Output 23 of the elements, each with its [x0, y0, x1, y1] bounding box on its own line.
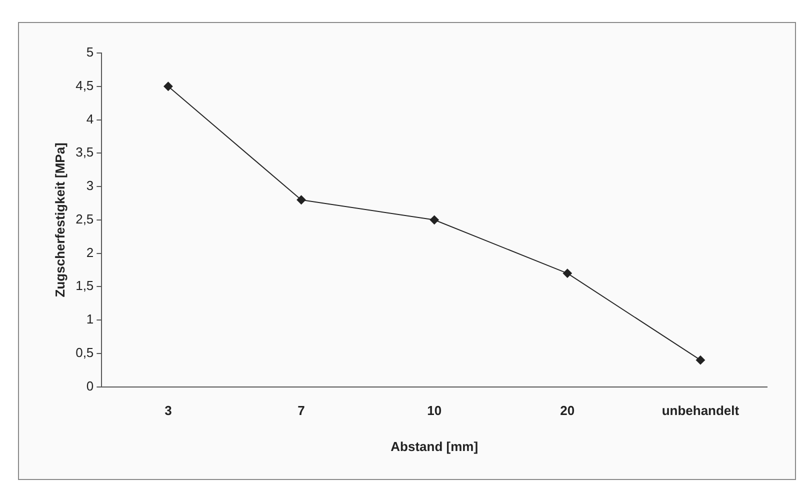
y-axis-title: Zugscherfestigkeit [MPa] [52, 142, 68, 298]
y-tick-label: 3,5 [76, 144, 94, 160]
point [164, 82, 173, 91]
y-tick-label: 0 [86, 378, 94, 394]
y-tick-label: 5 [86, 44, 94, 60]
x-tick-label: 7 [298, 403, 305, 418]
y-tick-label: 2,5 [76, 211, 94, 226]
y-tick-label: 4,5 [76, 78, 94, 93]
y-tick-label: 1 [86, 312, 94, 327]
y-tick-label: 3 [86, 178, 94, 194]
y-tick-label: 4 [86, 111, 94, 126]
x-tick-label: 3 [164, 403, 172, 418]
point [562, 268, 572, 278]
x-tick-label: unbehandelt [662, 403, 740, 418]
x-tick-label: 20 [560, 403, 575, 418]
y-tick-label: 1,5 [76, 278, 94, 294]
point [696, 356, 705, 365]
y-tick-label: 0,5 [76, 345, 94, 360]
point [430, 215, 439, 224]
x-axis-title: Abstand [mm] [390, 438, 478, 454]
x-tick-label: 10 [427, 403, 442, 418]
y-tick-label: 2 [86, 244, 94, 260]
point [296, 195, 306, 204]
